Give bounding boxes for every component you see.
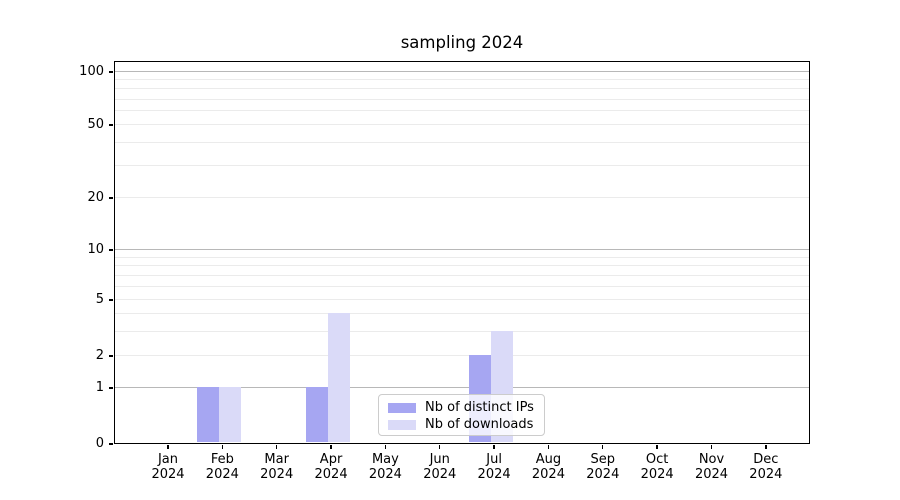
x-tick-mark: [330, 445, 332, 449]
y-tick-mark: [109, 299, 113, 301]
x-tick-label-year: 2024: [477, 467, 511, 482]
bar-nb-of-distinct-ips-feb: [197, 387, 220, 442]
x-tick-label: Oct 2024: [627, 452, 687, 482]
x-tick-label-year: 2024: [749, 467, 783, 482]
y-tick-label: 2: [95, 348, 104, 363]
legend-swatch-downloads-icon: [388, 419, 416, 430]
x-tick-mark: [602, 445, 604, 449]
y-tick-label: 50: [87, 117, 104, 132]
x-tick-label-year: 2024: [151, 467, 185, 482]
y-tick-mark: [109, 249, 113, 251]
legend-swatch-distinct-ips-icon: [388, 402, 416, 413]
major-gridline: [115, 71, 809, 73]
x-tick-label-year: 2024: [694, 467, 729, 482]
major-gridline: [115, 249, 809, 251]
minor-gridline: [115, 313, 809, 315]
minor-gridline: [115, 286, 809, 288]
x-tick-label: Nov 2024: [682, 452, 742, 482]
x-tick-mark: [765, 445, 767, 449]
x-tick-label: Sep 2024: [573, 452, 633, 482]
x-tick-label: May 2024: [355, 452, 415, 482]
minor-gridline: [115, 275, 809, 277]
y-tick-label: 5: [95, 292, 104, 307]
minor-gridline: [115, 257, 809, 258]
x-tick-label-year: 2024: [368, 467, 402, 482]
y-tick-mark: [109, 71, 113, 73]
x-tick-label-year: 2024: [531, 467, 565, 482]
y-tick-label: 0: [95, 436, 104, 451]
minor-gridline: [115, 330, 809, 332]
minor-gridline: [115, 165, 809, 167]
x-tick-mark: [710, 445, 713, 449]
minor-gridline: [115, 142, 809, 144]
x-tick-label: Feb 2024: [192, 452, 252, 482]
minor-gridline: [115, 197, 809, 199]
y-tick-mark: [109, 124, 113, 126]
minor-gridline: [115, 124, 809, 126]
minor-gridline: [115, 110, 809, 112]
x-tick-mark: [384, 445, 387, 449]
x-tick-label-year: 2024: [205, 467, 239, 482]
x-tick-mark: [276, 445, 278, 449]
y-tick-label: 100: [79, 64, 104, 79]
x-tick-label: Mar 2024: [247, 452, 307, 482]
x-tick-label: Apr 2024: [301, 452, 361, 482]
x-tick-mark: [167, 445, 169, 449]
y-tick-label: 20: [87, 190, 104, 205]
bar-nb-of-distinct-ips-apr: [306, 387, 329, 442]
legend-row-downloads: Nb of downloads: [388, 416, 536, 433]
x-tick-mark: [547, 445, 550, 449]
minor-gridline: [115, 299, 809, 301]
x-tick-mark: [439, 445, 441, 449]
y-tick-mark: [109, 443, 113, 445]
x-tick-label: Jun 2024: [410, 452, 470, 482]
x-tick-label-year: 2024: [260, 467, 294, 482]
x-tick-label-year: 2024: [314, 467, 348, 482]
x-tick-mark: [656, 445, 658, 449]
x-tick-mark: [221, 445, 224, 449]
minor-gridline: [115, 79, 809, 81]
minor-gridline: [115, 88, 809, 90]
x-tick-label-year: 2024: [640, 467, 674, 482]
legend-row-distinct-ips: Nb of distinct IPs: [388, 399, 536, 416]
x-tick-label: Jan 2024: [138, 452, 198, 482]
major-gridline: [115, 387, 809, 389]
plot-area: [114, 61, 810, 444]
y-tick-mark: [109, 197, 113, 199]
y-tick-mark: [109, 387, 113, 389]
x-tick-label: Jul 2024: [464, 452, 524, 482]
x-tick-mark: [493, 445, 495, 449]
legend-label-distinct-ips: Nb of distinct IPs: [425, 400, 534, 415]
y-tick-label: 10: [87, 242, 104, 257]
y-tick-mark: [109, 355, 113, 357]
minor-gridline: [115, 265, 809, 267]
minor-gridline: [115, 355, 809, 357]
bar-nb-of-downloads-feb: [219, 387, 242, 442]
x-tick-label: Aug 2024: [518, 452, 578, 482]
x-tick-label: Dec 2024: [736, 452, 796, 482]
legend: Nb of distinct IPs Nb of downloads: [378, 394, 545, 436]
x-tick-label-year: 2024: [423, 467, 457, 482]
chart-title: sampling 2024: [400, 33, 524, 52]
bar-nb-of-downloads-apr: [328, 313, 351, 442]
minor-gridline: [115, 98, 809, 100]
x-tick-label-year: 2024: [586, 467, 620, 482]
y-tick-label: 1: [95, 380, 104, 395]
legend-label-downloads: Nb of downloads: [425, 417, 534, 432]
